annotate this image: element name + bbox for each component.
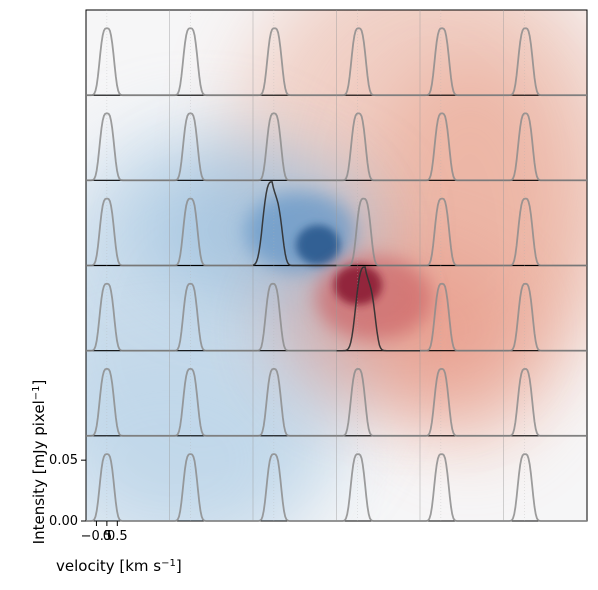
spectrum-line bbox=[86, 27, 170, 97]
y-tick-label: 0.05 bbox=[49, 453, 78, 468]
spectrum-line bbox=[336, 266, 420, 352]
spectrum-line bbox=[86, 367, 170, 437]
spectrum-line bbox=[253, 282, 337, 352]
spectrum-line bbox=[503, 282, 587, 352]
y-axis-label: Intensity [mJy pixel−1] bbox=[30, 380, 48, 545]
y-tick-label: 0.00 bbox=[49, 514, 78, 529]
spectrum-line bbox=[503, 197, 587, 267]
spectrum-line bbox=[169, 282, 253, 352]
spectrum-line bbox=[336, 197, 420, 267]
spectrum-line bbox=[86, 197, 170, 267]
spectrum-line bbox=[420, 282, 504, 352]
spectrum-line bbox=[336, 112, 420, 182]
spectrum-line bbox=[169, 112, 253, 182]
x-axis-label: velocity [km s−1] bbox=[56, 557, 182, 575]
spectra-series bbox=[86, 27, 587, 522]
spectrum-line bbox=[169, 197, 253, 267]
spectrum-line bbox=[253, 453, 337, 522]
spectrum-line bbox=[336, 367, 420, 437]
spectrum-line bbox=[253, 27, 337, 97]
spectrum-line bbox=[420, 112, 504, 182]
spectrum-line bbox=[169, 367, 253, 437]
spectrum-line bbox=[336, 27, 420, 97]
spectrum-line bbox=[86, 112, 170, 182]
axes: 0.00 0.05 −0.500.5 bbox=[49, 453, 128, 544]
x-tick-label: 0 bbox=[103, 529, 111, 544]
spectrum-line bbox=[420, 197, 504, 267]
spectrum-line bbox=[503, 27, 587, 97]
x-tick-label: −0.5 bbox=[81, 529, 113, 544]
spectrum-line bbox=[86, 282, 170, 352]
x-tick-label: 0.5 bbox=[107, 529, 128, 544]
spectrum-line bbox=[253, 112, 337, 182]
spectrum-line bbox=[169, 453, 253, 522]
spectrum-line bbox=[169, 27, 253, 97]
spectrum-line bbox=[503, 112, 587, 182]
spectrum-line bbox=[420, 453, 504, 522]
spectrum-line bbox=[420, 367, 504, 437]
spectrum-line bbox=[252, 181, 337, 267]
reference-lines bbox=[106, 10, 525, 521]
spectrum-line bbox=[253, 367, 337, 437]
spectrum-line bbox=[86, 453, 170, 522]
spectrum-line bbox=[420, 27, 504, 97]
spectrum-line bbox=[503, 453, 587, 522]
spectrum-line bbox=[503, 367, 587, 437]
spectrum-line bbox=[336, 453, 420, 522]
